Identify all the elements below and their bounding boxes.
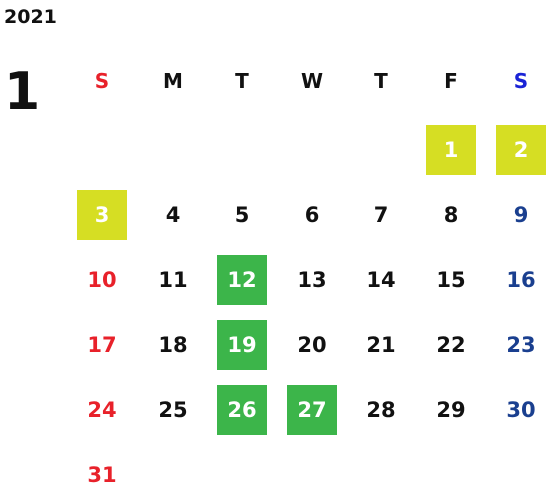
day-4[interactable]: 4: [165, 203, 181, 227]
day-18[interactable]: 18: [158, 333, 188, 357]
weekday-sun: S: [94, 69, 110, 93]
day-12[interactable]: 12: [217, 255, 267, 305]
day-13[interactable]: 13: [297, 268, 327, 292]
day-5[interactable]: 5: [234, 203, 250, 227]
day-1[interactable]: 1: [426, 125, 476, 175]
day-2[interactable]: 2: [496, 125, 546, 175]
weekday-sat: S: [513, 69, 529, 93]
weekday-mon: M: [163, 69, 183, 93]
day-29[interactable]: 29: [436, 398, 466, 422]
day-14[interactable]: 14: [366, 268, 396, 292]
day-11[interactable]: 11: [158, 268, 188, 292]
year-label: 2021: [4, 6, 57, 28]
day-22[interactable]: 22: [436, 333, 466, 357]
day-7[interactable]: 7: [373, 203, 389, 227]
day-20[interactable]: 20: [297, 333, 327, 357]
weekday-tue: T: [235, 69, 249, 93]
month-number: 1: [4, 62, 41, 122]
day-27[interactable]: 27: [287, 385, 337, 435]
day-15[interactable]: 15: [436, 268, 466, 292]
day-28[interactable]: 28: [366, 398, 396, 422]
day-9[interactable]: 9: [513, 203, 529, 227]
day-17[interactable]: 17: [87, 333, 117, 357]
day-3[interactable]: 3: [77, 190, 127, 240]
day-23[interactable]: 23: [506, 333, 536, 357]
day-25[interactable]: 25: [158, 398, 188, 422]
weekday-fri: F: [444, 69, 458, 93]
weekday-wed: W: [300, 69, 324, 93]
day-31[interactable]: 31: [87, 463, 117, 487]
day-8[interactable]: 8: [443, 203, 459, 227]
weekday-thu: T: [374, 69, 388, 93]
day-21[interactable]: 21: [366, 333, 396, 357]
day-26[interactable]: 26: [217, 385, 267, 435]
day-6[interactable]: 6: [304, 203, 320, 227]
day-19[interactable]: 19: [217, 320, 267, 370]
day-16[interactable]: 16: [506, 268, 536, 292]
day-30[interactable]: 30: [506, 398, 536, 422]
day-24[interactable]: 24: [87, 398, 117, 422]
day-10[interactable]: 10: [87, 268, 117, 292]
